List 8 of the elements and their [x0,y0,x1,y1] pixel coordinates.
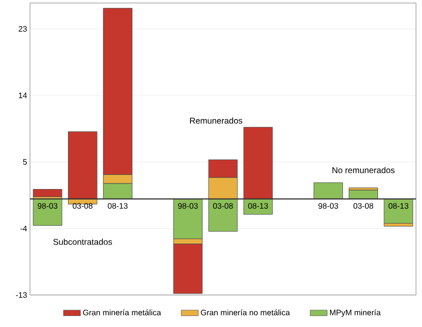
bar [32,189,62,197]
bar [384,198,414,224]
bar [32,198,62,226]
annotation: Subcontratados [53,238,112,245]
bar [173,198,203,240]
annotation: Remunerados [190,117,242,124]
bar [314,182,343,200]
annotation: No remunerados [332,166,395,174]
